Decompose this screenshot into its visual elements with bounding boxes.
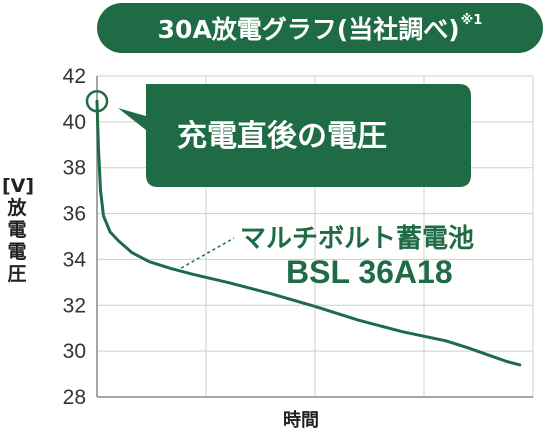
y-tick-label: 42 <box>63 65 86 88</box>
y-tick-label: 30 <box>63 340 86 363</box>
series-line <box>95 99 522 367</box>
y-axis-title-char: 圧 <box>7 263 27 285</box>
series-leader-line <box>175 237 235 272</box>
y-tick-label: 32 <box>63 294 86 317</box>
x-axis-label: 時間 <box>283 410 319 431</box>
y-axis-title-char: 放 <box>7 197 27 219</box>
chart-title-note: ※1 <box>460 12 483 28</box>
y-axis-title: 放電電圧 <box>2 197 32 285</box>
y-tick-label: 40 <box>63 111 86 134</box>
y-tick-labels: 28 30 32 34 36 38 40 42 <box>63 65 87 409</box>
series-label-line2: BSL 36A18 <box>286 254 453 290</box>
y-tick-label: 36 <box>63 203 86 226</box>
y-tick-label: 28 <box>63 386 86 409</box>
y-axis-label: [V] 放電電圧 <box>2 175 35 285</box>
y-axis-title-char: 電 <box>7 241 27 263</box>
callout-text: 充電直後の電圧 <box>177 119 387 154</box>
chart-title: 30A放電グラフ(当社調べ) ※1 <box>97 3 543 53</box>
y-tick-label: 38 <box>63 157 86 180</box>
y-axis-unit: [V] <box>2 175 35 197</box>
callout-bubble <box>118 84 471 187</box>
y-axis-title-char: 電 <box>7 219 27 241</box>
start-point-marker <box>85 89 109 113</box>
y-tick-label: 34 <box>63 248 87 271</box>
series-label-line1: マルチボルト蓄電池 <box>240 224 474 254</box>
chart-title-text: 30A放電グラフ(当社調べ) <box>157 15 460 44</box>
